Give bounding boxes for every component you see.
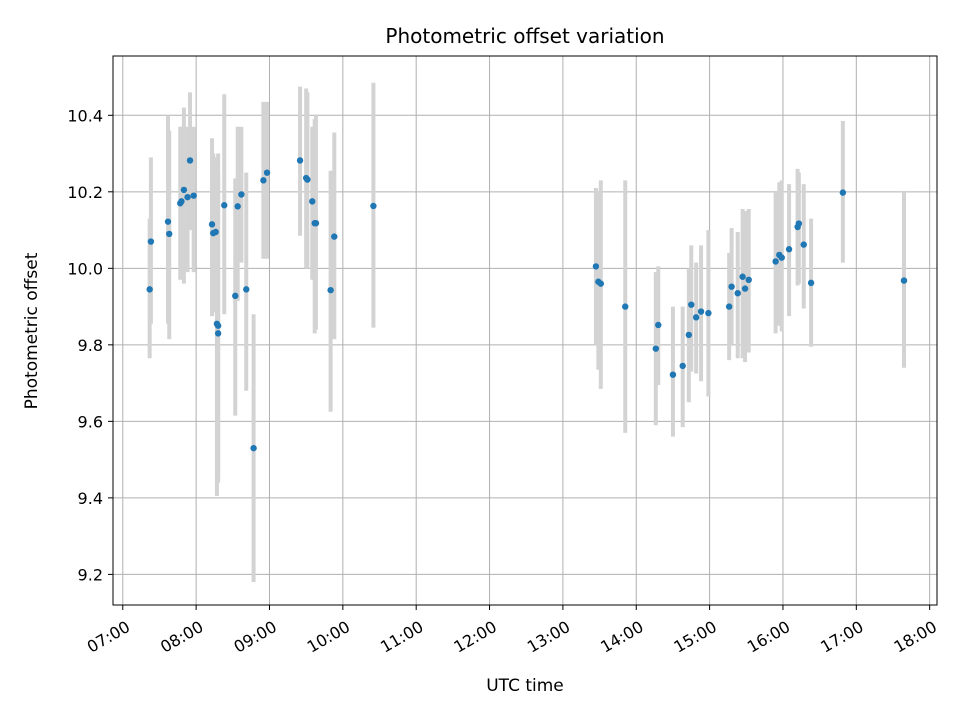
data-point bbox=[795, 220, 803, 227]
data-point bbox=[900, 277, 908, 284]
data-point bbox=[260, 177, 267, 184]
chart-title: Photometric offset variation bbox=[385, 24, 664, 48]
data-point bbox=[178, 198, 185, 205]
data-point bbox=[725, 303, 733, 310]
data-point bbox=[652, 345, 660, 352]
data-point bbox=[734, 289, 741, 297]
data-point bbox=[214, 322, 222, 329]
y-tick-label: 9.6 bbox=[78, 412, 103, 431]
data-point bbox=[772, 258, 779, 265]
data-point bbox=[232, 292, 239, 300]
data-point bbox=[679, 362, 686, 370]
data-point bbox=[728, 283, 735, 290]
data-point bbox=[688, 301, 695, 308]
data-point bbox=[208, 221, 216, 228]
data-point bbox=[741, 285, 749, 292]
data-point bbox=[147, 238, 155, 245]
y-tick-label: 9.4 bbox=[78, 489, 103, 508]
data-point bbox=[214, 330, 222, 337]
data-point bbox=[370, 202, 377, 210]
data-point bbox=[263, 169, 271, 176]
plot-area-frame bbox=[112, 55, 938, 606]
data-point bbox=[800, 241, 807, 248]
data-point bbox=[166, 230, 173, 238]
data-point bbox=[807, 279, 815, 287]
data-point bbox=[785, 246, 793, 253]
data-point bbox=[238, 191, 245, 198]
data-point bbox=[697, 308, 705, 315]
data-point bbox=[146, 286, 153, 293]
data-point bbox=[331, 233, 338, 240]
data-point bbox=[685, 331, 693, 339]
y-axis-title: Photometric offset bbox=[22, 252, 42, 409]
data-point bbox=[705, 309, 712, 317]
data-points bbox=[146, 157, 908, 452]
data-point bbox=[304, 176, 311, 183]
data-point bbox=[597, 280, 604, 287]
data-point bbox=[592, 263, 600, 270]
data-point bbox=[327, 286, 334, 294]
data-point bbox=[296, 157, 304, 164]
y-tick-label: 10.0 bbox=[67, 259, 103, 278]
data-point bbox=[669, 371, 677, 378]
data-point bbox=[745, 276, 752, 284]
data-point bbox=[243, 286, 250, 293]
data-point bbox=[309, 198, 316, 205]
y-axis-ticks: 9.2 9.4 9.6 9.8 10.0 10.2 10.4 bbox=[67, 106, 113, 584]
data-point bbox=[212, 228, 219, 236]
data-point bbox=[692, 314, 700, 321]
data-point bbox=[186, 157, 194, 164]
x-axis-title: UTC time bbox=[486, 676, 564, 696]
y-tick-label: 10.2 bbox=[67, 183, 103, 202]
data-point bbox=[250, 444, 257, 452]
data-point bbox=[622, 303, 629, 310]
y-tick-label: 9.2 bbox=[78, 565, 103, 584]
y-tick-label: 9.8 bbox=[78, 336, 103, 355]
data-point bbox=[180, 186, 188, 194]
data-point bbox=[234, 203, 241, 210]
data-point bbox=[184, 193, 191, 201]
data-point bbox=[655, 321, 662, 329]
data-point bbox=[190, 192, 197, 199]
data-point bbox=[839, 189, 847, 196]
data-point bbox=[312, 219, 320, 227]
data-point bbox=[778, 254, 785, 261]
data-point bbox=[164, 218, 172, 225]
grid-lines bbox=[113, 56, 937, 605]
data-point bbox=[739, 273, 746, 280]
data-point bbox=[221, 202, 228, 209]
y-tick-label: 10.4 bbox=[67, 106, 103, 125]
